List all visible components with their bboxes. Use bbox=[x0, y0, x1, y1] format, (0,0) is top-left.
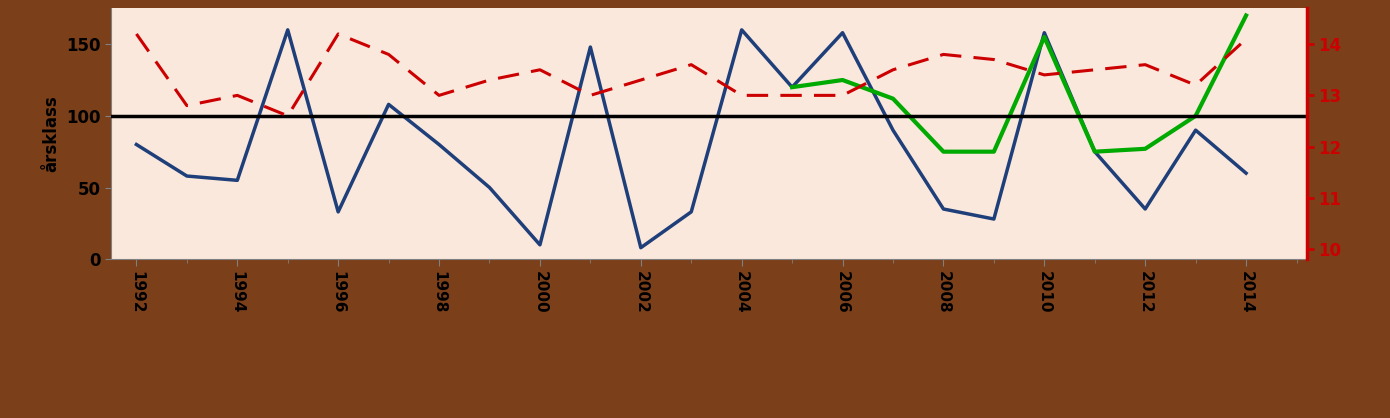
Y-axis label: årsklass: årsklass bbox=[43, 95, 61, 172]
